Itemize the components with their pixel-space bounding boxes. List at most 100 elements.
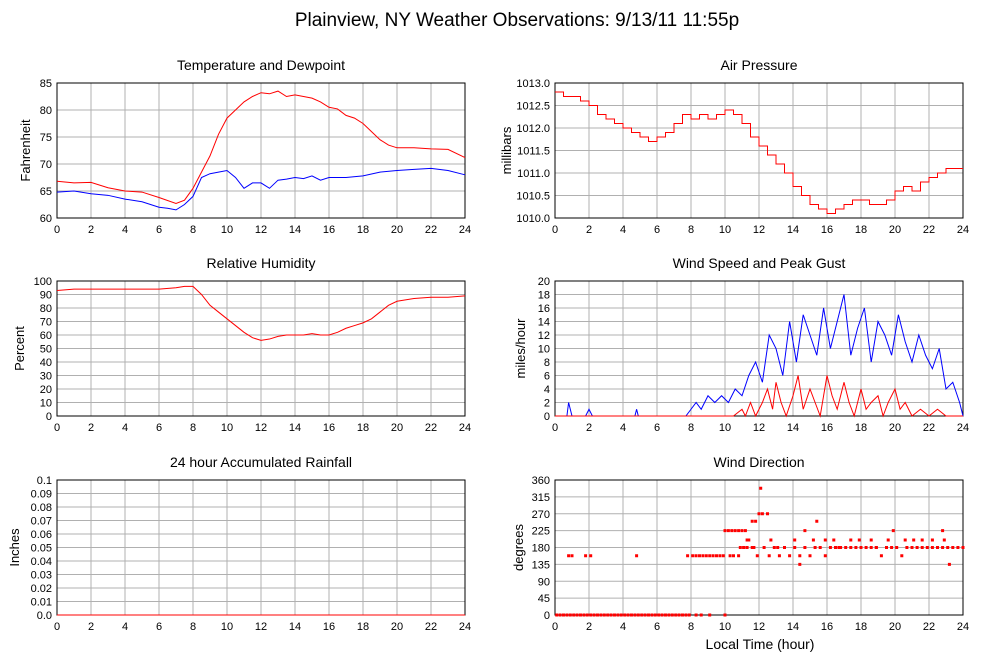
- data-point: [834, 546, 837, 549]
- data-point: [599, 613, 603, 617]
- y-tick-label: 16: [538, 303, 550, 315]
- y-tick-label: 10: [538, 344, 550, 356]
- x-tick-label: 0: [552, 621, 558, 633]
- x-tick-label: 18: [357, 224, 369, 236]
- y-tick-label: 85: [40, 78, 52, 90]
- y-tick-label: 75: [40, 132, 52, 144]
- data-point: [742, 546, 746, 549]
- x-tick-label: 12: [753, 422, 765, 434]
- data-point: [633, 613, 637, 617]
- y-tick-label: 45: [538, 593, 550, 605]
- x-tick-label: 20: [889, 422, 901, 434]
- data-point: [864, 546, 868, 549]
- series-line: [555, 91, 963, 214]
- data-point: [767, 554, 771, 558]
- data-point: [609, 613, 613, 617]
- x-tick-label: 8: [190, 621, 196, 633]
- data-point: [572, 613, 576, 617]
- x-tick-label: 24: [957, 621, 969, 633]
- data-point: [788, 554, 792, 558]
- data-point: [803, 529, 807, 533]
- x-tick-label: 12: [255, 224, 267, 236]
- y-tick-label: 12: [538, 330, 550, 342]
- x-tick-label: 2: [88, 422, 94, 434]
- data-point: [733, 529, 737, 533]
- data-point: [823, 554, 827, 558]
- data-point: [920, 546, 924, 549]
- x-tick-label: 12: [753, 224, 765, 236]
- y-tick-label: 30: [40, 371, 52, 383]
- x-tick-label: 22: [923, 422, 935, 434]
- data-point: [798, 554, 802, 558]
- y-tick-label: 0: [544, 411, 550, 423]
- y-tick-label: 65: [40, 186, 52, 198]
- data-point: [640, 613, 644, 617]
- data-point: [657, 613, 661, 617]
- x-tick-label: 18: [855, 621, 867, 633]
- chart-title: Temperature and Dewpoint: [177, 57, 345, 73]
- data-point: [832, 538, 836, 542]
- x-tick-label: 22: [923, 224, 935, 236]
- data-point: [684, 613, 688, 617]
- data-point: [562, 613, 565, 617]
- x-tick-label: 6: [654, 422, 660, 434]
- y-axis-label: millibars: [499, 126, 514, 174]
- data-point: [874, 546, 878, 549]
- data-point: [647, 613, 650, 617]
- data-point: [869, 546, 873, 549]
- data-point: [941, 529, 945, 533]
- x-tick-label: 14: [787, 422, 799, 434]
- y-tick-label: 60: [40, 213, 52, 225]
- data-point: [844, 546, 848, 549]
- data-point: [635, 554, 639, 558]
- y-tick-label: 60: [40, 330, 52, 342]
- x-tick-label: 2: [586, 621, 592, 633]
- x-tick-label: 16: [323, 422, 335, 434]
- y-tick-label: 360: [532, 475, 550, 487]
- x-tick-label: 10: [719, 422, 731, 434]
- x-tick-label: 24: [957, 422, 969, 434]
- data-point: [755, 554, 759, 558]
- data-point: [890, 546, 894, 549]
- data-point: [818, 546, 822, 549]
- data-point: [596, 613, 599, 617]
- data-point: [674, 613, 678, 617]
- data-point: [895, 546, 899, 549]
- y-tick-label: 70: [40, 159, 52, 171]
- y-tick-label: 90: [40, 290, 52, 302]
- x-tick-label: 8: [190, 224, 196, 236]
- data-point: [650, 613, 654, 617]
- chart-title: 24 hour Accumulated Rainfall: [170, 454, 352, 470]
- data-point: [762, 546, 766, 549]
- data-point: [941, 546, 945, 549]
- y-tick-label: 1011.0: [517, 168, 550, 180]
- x-tick-label: 22: [425, 422, 437, 434]
- x-tick-label: 4: [620, 621, 626, 633]
- y-tick-label: 180: [532, 543, 550, 555]
- data-point: [930, 546, 934, 549]
- data-point: [704, 554, 708, 558]
- data-point: [823, 538, 827, 542]
- y-tick-label: 0.05: [31, 543, 52, 555]
- data-point: [769, 538, 773, 542]
- series-line: [555, 294, 964, 417]
- data-point: [942, 538, 946, 542]
- data-point: [708, 554, 712, 558]
- y-tick-label: 225: [532, 526, 550, 538]
- x-tick-label: 0: [54, 224, 60, 236]
- data-point: [854, 546, 858, 549]
- x-tick-label: 6: [654, 621, 660, 633]
- data-point: [886, 538, 890, 542]
- data-point: [745, 538, 749, 542]
- data-point: [575, 613, 579, 617]
- y-tick-label: 0.01: [31, 597, 52, 609]
- x-tick-label: 8: [688, 422, 694, 434]
- y-tick-label: 315: [532, 492, 550, 504]
- y-axis-label: degrees: [511, 524, 526, 571]
- y-tick-label: 14: [538, 317, 550, 329]
- data-point: [920, 538, 924, 542]
